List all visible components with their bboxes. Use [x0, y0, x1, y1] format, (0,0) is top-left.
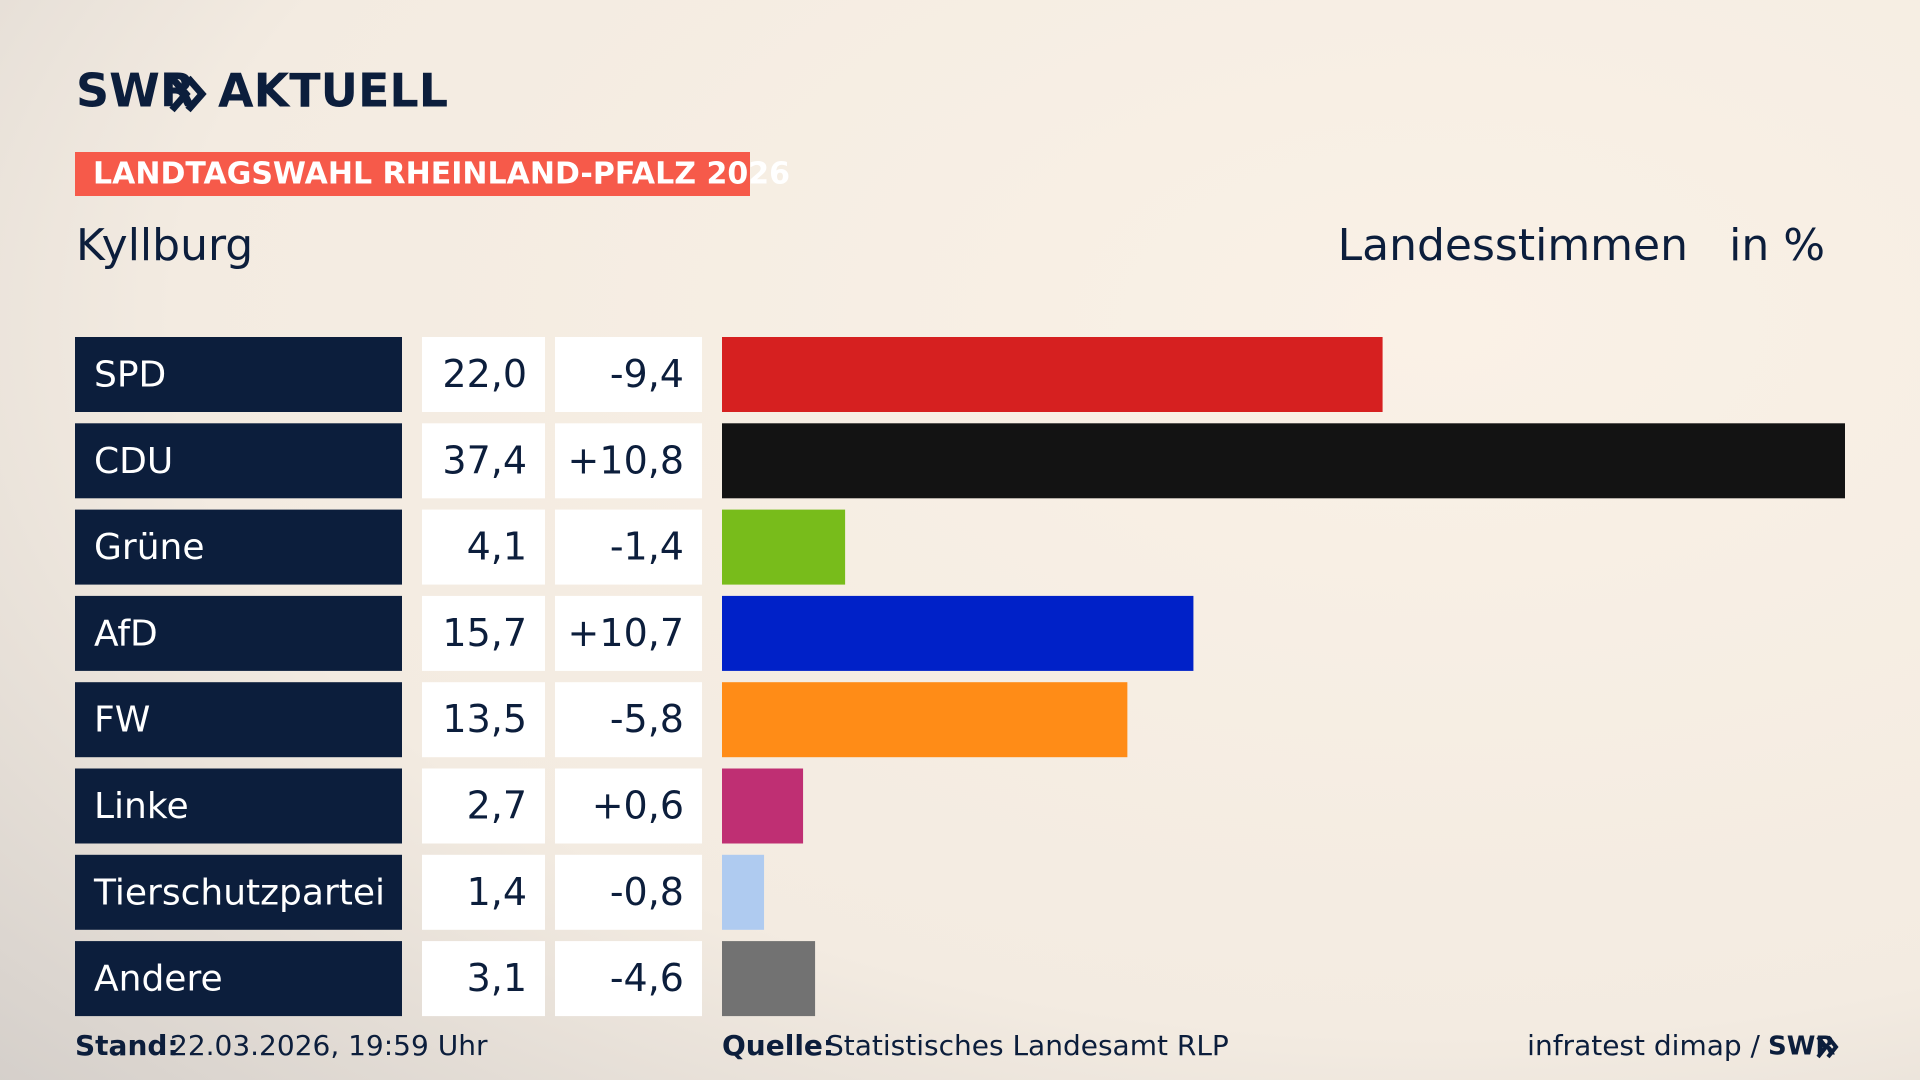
party-box: [75, 768, 402, 844]
change-box: [555, 509, 702, 585]
party-name: SPD: [94, 355, 166, 396]
party-box: [75, 509, 402, 585]
change-label: -4,6: [610, 956, 684, 1000]
bar: [722, 595, 1194, 671]
value-label: 13,5: [442, 697, 527, 741]
value-box: [422, 337, 545, 412]
source: Statistisches Landesamt RLP: [826, 1029, 1229, 1062]
party-box: [75, 337, 402, 412]
value-header: Landesstimmen: [1338, 220, 1688, 271]
value-box: [422, 423, 545, 499]
bar: [722, 423, 1845, 499]
bar: [722, 682, 1128, 758]
value-box: [422, 509, 545, 585]
party-box: [75, 682, 402, 758]
value-box: [422, 854, 545, 930]
change-label: -0,8: [610, 870, 684, 914]
party-box: [75, 595, 402, 671]
unit: in %: [1729, 220, 1825, 271]
bar: [722, 768, 804, 844]
credit: infratest dimap /: [1527, 1029, 1760, 1062]
value-box: [422, 682, 545, 758]
change-box: [555, 854, 702, 930]
bar: [722, 941, 816, 1017]
bar: [722, 509, 846, 585]
value-label: 22,0: [442, 352, 527, 396]
change-label: +0,6: [592, 784, 684, 828]
party-name: FW: [94, 700, 150, 741]
change-label: +10,8: [568, 438, 684, 482]
party-name: CDU: [94, 441, 173, 482]
change-box: [555, 595, 702, 671]
party-name: AfD: [94, 613, 158, 654]
change-label: -5,8: [610, 697, 684, 741]
value-label: 37,4: [442, 438, 527, 482]
party-box: [75, 423, 402, 499]
bar: [722, 854, 765, 930]
party-box: [75, 941, 402, 1017]
bar: [722, 337, 1383, 412]
party-name: Linke: [94, 786, 189, 827]
banner: [75, 152, 750, 196]
brand-chevrons: [169, 75, 207, 113]
banner-text: LANDTAGSWAHL RHEINLAND-PFALZ 2026: [93, 157, 790, 192]
change-label: -9,4: [610, 352, 684, 396]
value-box: [422, 768, 545, 844]
stand-label: Stand:: [75, 1029, 179, 1062]
party-box: [75, 854, 402, 930]
change-box: [555, 941, 702, 1017]
brand-sub: AKTUELL: [218, 64, 448, 118]
change-box: [555, 768, 702, 844]
change-label: -1,4: [610, 525, 684, 569]
source-label: Quelle:: [722, 1029, 834, 1062]
value-box: [422, 941, 545, 1017]
value-box: [422, 595, 545, 671]
value-label: 15,7: [442, 611, 527, 655]
change-label: +10,7: [568, 611, 684, 655]
party-name: Grüne: [94, 527, 204, 568]
chart-title: Kyllburg: [76, 220, 253, 271]
change-box: [555, 423, 702, 499]
stand: 22.03.2026, 19:59 Uhr: [170, 1029, 488, 1062]
value-label: 1,4: [467, 870, 527, 914]
credit-chevrons: [1816, 1035, 1839, 1059]
value-label: 2,7: [467, 784, 527, 828]
party-name: Tierschutzpartei: [93, 872, 385, 913]
change-box: [555, 682, 702, 758]
change-box: [555, 337, 702, 412]
value-label: 4,1: [467, 525, 527, 569]
party-name: Andere: [94, 959, 223, 1000]
brand: SWR: [76, 64, 195, 118]
value-label: 3,1: [467, 956, 527, 1000]
